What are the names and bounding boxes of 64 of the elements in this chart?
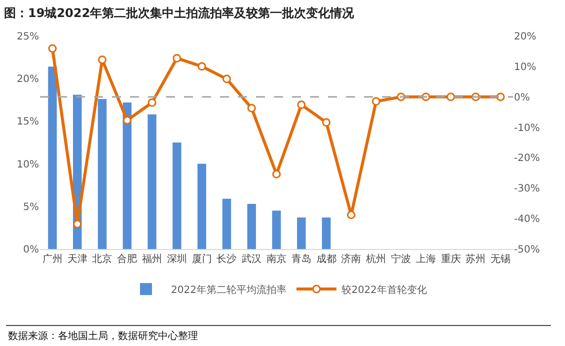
x-tick-label: 北京: [92, 253, 112, 265]
bar: [98, 99, 107, 249]
bar: [322, 217, 331, 249]
y2-tick-label: -40%: [514, 214, 540, 226]
point: [198, 62, 206, 71]
point: [322, 118, 331, 127]
x-tick-label: 青岛: [291, 253, 312, 265]
y-tick-label: 25%: [16, 32, 39, 42]
point: [272, 170, 281, 178]
x-tick-label: 无锡: [490, 254, 511, 265]
y2-tick-label: 20%: [514, 32, 536, 42]
y-tick-label: 5%: [23, 202, 39, 213]
point: [172, 54, 182, 62]
point: [496, 92, 505, 102]
bar: [172, 142, 182, 249]
x-tick-label: 厦门: [192, 253, 212, 265]
bar: [122, 102, 132, 249]
y2-tick-label: -50%: [514, 244, 540, 256]
x-tick-label: 成都: [316, 253, 336, 265]
y2-tick-label: 10%: [514, 62, 536, 73]
x-tick-label: 杭州: [365, 253, 386, 265]
bar: [48, 66, 57, 249]
x-tick-label: 广州: [42, 253, 62, 265]
point: [122, 116, 132, 125]
legend-label: 2022年第二轮平均流拍率: [171, 284, 286, 296]
y2-tick-label: 0%: [514, 92, 530, 104]
x-tick-label: 天津: [67, 253, 88, 265]
point: [247, 104, 256, 112]
point: [372, 97, 380, 106]
x-tick-label: 上海: [416, 253, 436, 265]
y-tick-label: 0%: [23, 244, 39, 256]
y-tick-label: 10%: [16, 159, 39, 170]
source-note: 数据来源：各地国土局，数据研究中心整理: [8, 330, 198, 343]
x-tick-label: 深圳: [166, 253, 187, 265]
x-tick-label: 武汉: [242, 253, 262, 265]
point: [346, 210, 356, 220]
y2-tick-label: -10%: [514, 122, 540, 134]
y-tick-label: 15%: [16, 116, 39, 128]
y2-tick-label: -20%: [514, 153, 540, 164]
point: [148, 98, 156, 107]
x-tick-label: 重庆: [440, 253, 461, 265]
x-tick-label: 济南: [341, 253, 362, 265]
x-tick-label: 宁波: [390, 253, 411, 265]
legend-label: 较2022年首轮变化: [341, 284, 427, 296]
x-tick-label: 南京: [266, 253, 286, 265]
x-tick-label: 合肥: [117, 253, 138, 265]
x-tick-label: 福州: [142, 253, 162, 265]
bar: [272, 210, 281, 249]
point: [73, 220, 82, 228]
point: [222, 74, 231, 84]
bar: [148, 114, 156, 249]
bar: [247, 204, 256, 249]
bar: [197, 164, 206, 249]
bar: [222, 198, 232, 249]
x-tick-label: 苏州: [466, 253, 486, 265]
bar: [297, 217, 306, 249]
point: [98, 55, 106, 64]
y2-tick-label: -30%: [514, 184, 540, 195]
point: [48, 44, 57, 53]
y-tick-label: 20%: [16, 74, 39, 86]
x-tick-label: 长沙: [216, 253, 237, 265]
chart-title: 图：19城2022年第二批次集中土拍流拍率及较第一批次变化情况: [4, 5, 354, 22]
point: [297, 100, 306, 110]
point: [446, 92, 456, 102]
